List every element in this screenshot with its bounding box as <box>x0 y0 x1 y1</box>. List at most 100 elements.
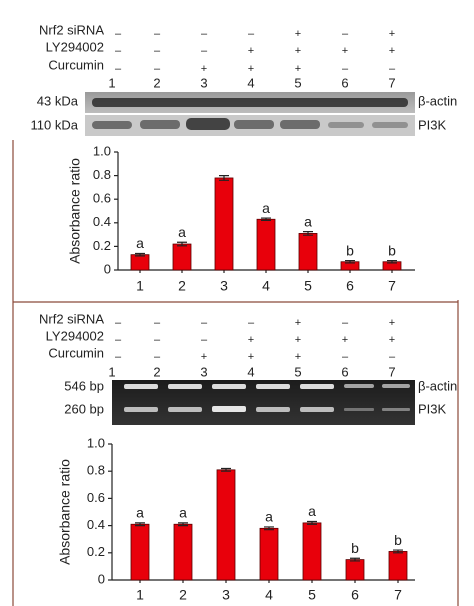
significance-label: a <box>308 503 316 519</box>
treatment-sign: – <box>248 317 255 329</box>
bar <box>216 469 236 581</box>
treatment-name: Nrf2 siRNA <box>39 22 104 37</box>
blot-band <box>92 98 408 107</box>
treatment-sign: – <box>342 63 349 75</box>
lane-number: 3 <box>200 364 207 379</box>
treatment-sign: – <box>201 28 208 40</box>
treatment-sign: + <box>295 351 301 363</box>
y-tick-label: 0.8 <box>93 167 111 182</box>
x-tick-label: 5 <box>308 587 316 603</box>
treatment-sign: – <box>248 28 255 40</box>
gel-band <box>344 408 374 411</box>
significance-label: b <box>394 532 402 548</box>
treatment-sign: + <box>248 351 254 363</box>
x-tick-label: 7 <box>394 587 402 603</box>
error-bar <box>221 467 231 472</box>
y-tick-label: 0 <box>104 261 111 276</box>
lane-number: 6 <box>341 364 348 379</box>
lane-number: 2 <box>153 364 160 379</box>
treatment-sign: + <box>342 334 348 346</box>
lane-number: 6 <box>341 75 348 90</box>
treatment-sign: – <box>201 334 208 346</box>
y-axis-title: Absorbance ratio <box>57 459 73 565</box>
significance-label: a <box>136 505 144 521</box>
treatment-sign: – <box>201 45 208 57</box>
significance-label: a <box>179 505 187 521</box>
bar <box>298 233 318 271</box>
x-tick-label: 3 <box>222 587 230 603</box>
treatment-sign: + <box>389 45 395 57</box>
x-tick-label: 6 <box>346 278 354 294</box>
band-size: 110 kDa <box>31 117 79 132</box>
x-tick-label: 4 <box>265 587 273 603</box>
bar <box>345 559 365 581</box>
treatment-sign: – <box>342 317 349 329</box>
gel-band <box>168 384 202 389</box>
treatment-sign: + <box>295 334 301 346</box>
bar <box>130 523 150 581</box>
treatment-sign: – <box>342 28 349 40</box>
gel-band <box>212 406 246 412</box>
blot-band <box>140 120 180 129</box>
treatment-sign: – <box>389 63 396 75</box>
x-tick-label: 2 <box>179 587 187 603</box>
band-size: 546 bp <box>64 378 104 393</box>
y-tick-label: 0 <box>98 571 105 586</box>
treatment-sign: – <box>154 334 161 346</box>
gel-band <box>344 384 374 388</box>
bar <box>302 522 322 581</box>
treatment-name: LY294002 <box>46 39 104 54</box>
lane-number: 5 <box>294 75 301 90</box>
treatment-sign: + <box>248 334 254 346</box>
gel-band <box>168 407 202 412</box>
error-bar <box>177 241 187 247</box>
blot-band <box>328 122 364 128</box>
treatment-sign: + <box>389 28 395 40</box>
gel-band <box>382 408 410 411</box>
treatment-sign: – <box>342 351 349 363</box>
treatment-sign: + <box>342 45 348 57</box>
blot-band <box>92 121 132 129</box>
lane-number: 1 <box>108 364 115 379</box>
blot-band <box>186 118 230 130</box>
significance-label: a <box>136 235 144 251</box>
treatment-sign: – <box>115 334 122 346</box>
treatment-sign: – <box>389 351 396 363</box>
error-bar <box>393 549 403 554</box>
bar <box>173 523 193 581</box>
bar <box>256 218 276 271</box>
x-tick-label: 4 <box>262 278 270 294</box>
treatment-sign: – <box>115 63 122 75</box>
treatment-sign: – <box>154 45 161 57</box>
western-blot <box>85 92 415 136</box>
band-protein: PI3K <box>418 401 447 416</box>
band-size: 43 kDa <box>37 93 79 108</box>
treatment-sign: – <box>154 351 161 363</box>
bar <box>172 243 192 271</box>
x-tick-label: 3 <box>220 278 228 294</box>
bar <box>214 177 234 271</box>
y-tick-label: 0.4 <box>87 517 105 532</box>
treatment-sign: – <box>201 317 208 329</box>
significance-label: b <box>351 540 359 556</box>
band-size: 260 bp <box>64 401 104 416</box>
treatment-name: Curcumin <box>48 345 104 360</box>
error-bar <box>307 520 317 525</box>
y-tick-label: 0.8 <box>87 463 105 478</box>
treatment-sign: + <box>201 63 207 75</box>
x-tick-label: 1 <box>136 278 144 294</box>
error-bar <box>303 231 313 236</box>
lane-number: 5 <box>294 364 301 379</box>
treatment-sign: + <box>201 351 207 363</box>
error-bar <box>219 175 229 181</box>
y-tick-label: 1.0 <box>87 435 105 450</box>
lane-number: 1 <box>108 75 115 90</box>
treatment-sign: – <box>115 351 122 363</box>
treatment-sign: + <box>295 28 301 40</box>
y-tick-label: 1.0 <box>93 143 111 158</box>
treatment-sign: + <box>389 317 395 329</box>
treatment-name: Nrf2 siRNA <box>39 311 104 326</box>
blot-band <box>372 122 408 128</box>
significance-label: b <box>388 242 396 258</box>
